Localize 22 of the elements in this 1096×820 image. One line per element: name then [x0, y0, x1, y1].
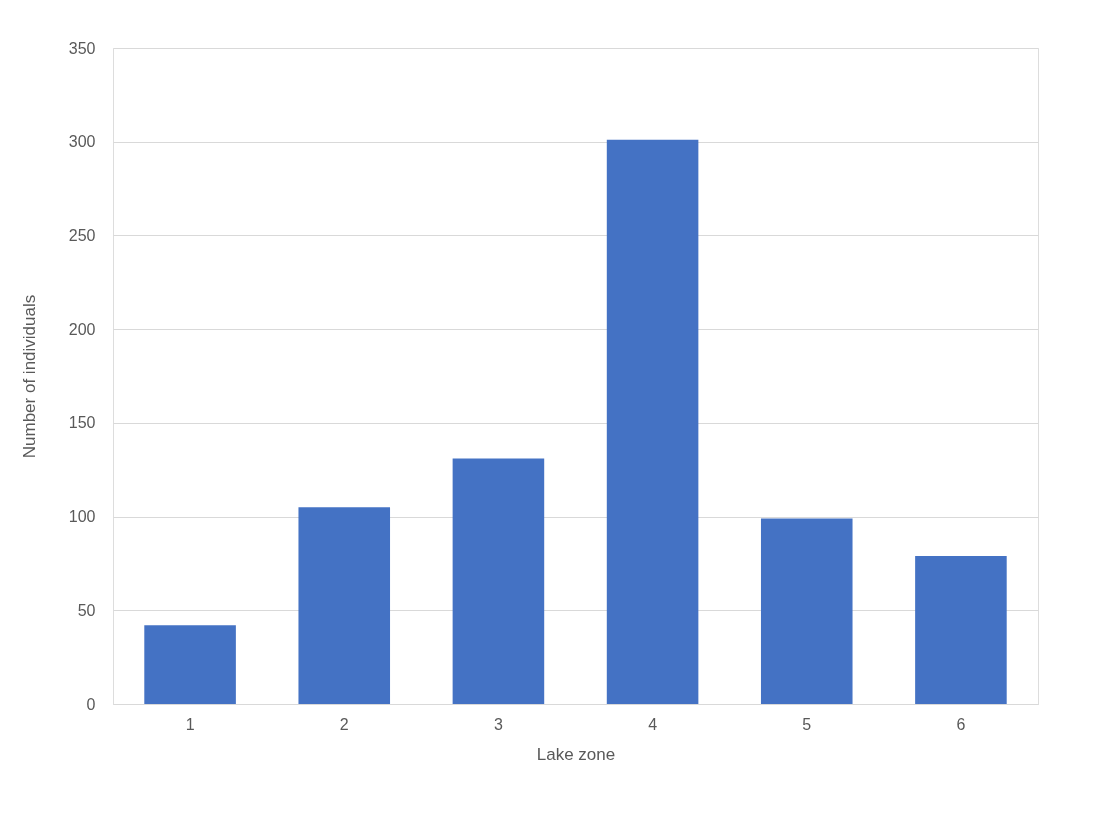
bar: [144, 625, 236, 704]
bar: [298, 507, 391, 704]
y-axis-title: Number of individuals: [19, 294, 39, 459]
bar: [760, 518, 853, 704]
x-tick-label: 6: [956, 715, 966, 733]
x-tick-label: 5: [802, 715, 812, 733]
y-tick-label: 250: [68, 226, 96, 244]
x-axis-title: Lake zone: [536, 744, 616, 764]
x-tick-label: 2: [339, 715, 349, 733]
bar: [606, 139, 699, 704]
x-tick-label: 3: [493, 715, 503, 733]
x-tick-label: 1: [185, 715, 195, 733]
y-tick-label: 0: [86, 695, 96, 713]
bar: [915, 555, 1007, 704]
y-tick-label: 100: [68, 508, 96, 526]
x-tick-label: 4: [648, 715, 658, 733]
y-tick-label: 300: [68, 133, 96, 151]
y-tick-label: 350: [68, 39, 96, 57]
y-tick-label: 200: [68, 320, 96, 338]
bar: [452, 458, 545, 704]
y-tick-label: 150: [68, 414, 96, 432]
y-tick-label: 50: [77, 601, 96, 619]
